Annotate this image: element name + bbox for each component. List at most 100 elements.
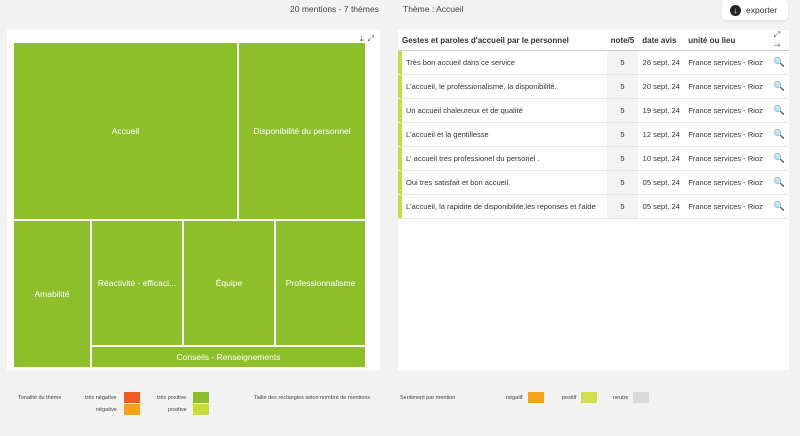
tile-label: Équipe: [215, 278, 243, 288]
unit-value: France services - Rioz: [684, 74, 770, 99]
magnifier-icon[interactable]: 🔍: [769, 122, 789, 147]
tile-conseils[interactable]: Conseils - Renseignements: [91, 346, 366, 368]
date-value: 19 sept. 24: [638, 98, 685, 123]
download-icon[interactable]: ⤓: [360, 34, 364, 43]
swatch-tres-negative: [124, 392, 140, 403]
mention-text: L'accueil, le professionalisme, la dispo…: [402, 74, 607, 99]
sentiment-bar: [398, 146, 402, 171]
tile-amabilite[interactable]: Amabilité: [13, 220, 91, 368]
unit-value: France services - Rioz: [684, 170, 770, 195]
mention-text: Oui tres satisfait et bon accueil.: [402, 170, 607, 195]
date-value: 05 sept. 24: [638, 170, 685, 195]
magnifier-icon[interactable]: 🔍: [769, 194, 789, 219]
note-value: 5: [606, 50, 639, 75]
table-header-row: Gestes et paroles d'accueil par le perso…: [398, 30, 789, 51]
sentiment-bar: [398, 194, 402, 219]
col-gestes[interactable]: Gestes et paroles d'accueil par le perso…: [398, 30, 607, 51]
date-value: 05 sept. 24: [638, 194, 685, 219]
unit-value: France services - Rioz: [684, 50, 770, 75]
swatch-neutre: [633, 392, 649, 403]
note-value: 5: [606, 146, 639, 171]
tile-label: Réactivité - efficaci...: [97, 278, 177, 288]
date-value: 10 sept. 24: [638, 146, 685, 171]
unit-value: France services - Rioz: [684, 194, 770, 219]
legend-taille-note: Taille des rectangles selon nombre de me…: [254, 395, 371, 401]
table-row[interactable]: Très bon accueil dans ce service 5 26 sept…: [398, 50, 789, 75]
legend-tres-negative: très négative: [85, 395, 117, 401]
note-value: 5: [606, 194, 639, 219]
tile-professionnalisme[interactable]: Professionnalisme: [275, 220, 366, 346]
note-value: 5: [606, 170, 639, 195]
treemap-tools: ⤓ ⤢: [360, 34, 374, 44]
swatch-negative: [124, 404, 140, 415]
unit-value: France services - Rioz: [684, 146, 770, 171]
top-bar: 20 mentions - 7 thèmes Thème : Accueil ↓…: [0, 0, 800, 22]
tile-equipe[interactable]: Équipe: [183, 220, 275, 346]
date-value: 20 sept. 24: [638, 74, 685, 99]
date-value: 26 sept. 24: [638, 50, 685, 75]
mentions-table: Gestes et paroles d'accueil par le perso…: [398, 30, 789, 219]
note-value: 5: [606, 98, 639, 123]
col-note[interactable]: note/5: [606, 30, 639, 51]
tile-accueil[interactable]: Accueil: [13, 42, 238, 220]
mention-text: L'accueil et la gentillesse: [402, 122, 607, 147]
tile-label: Conseils - Renseignements: [176, 352, 281, 362]
table-row[interactable]: Oui tres satisfait et bon accueil. 5 05 se…: [398, 170, 789, 195]
table-row[interactable]: L'accueil, la rapidite de disponibilite,…: [398, 194, 789, 219]
magnifier-icon[interactable]: 🔍: [769, 98, 789, 123]
table-row[interactable]: L'accueil, le professionalisme, la dispo…: [398, 74, 789, 99]
tile-disponibilite[interactable]: Disponibilité du personnel: [238, 42, 366, 220]
legend-tres-positive: très positive: [157, 395, 187, 401]
theme-label: Thème : Accueil: [403, 4, 464, 14]
legend-positif: positif: [562, 395, 577, 401]
note-value: 5: [606, 122, 639, 147]
note-value: 5: [606, 74, 639, 99]
sentiment-bar: [398, 170, 402, 195]
sentiment-bar: [398, 50, 402, 75]
magnifier-icon[interactable]: 🔍: [769, 170, 789, 195]
legend: Tonalité du thème très négative négative…: [0, 390, 800, 430]
legend-neutre: neutre: [613, 395, 629, 401]
swatch-tres-positive: [193, 392, 209, 403]
tile-label: Professionnalisme: [285, 278, 356, 288]
mention-text: L' accueil tres professionel du personel…: [402, 146, 607, 171]
treemap-panel: ⤓ ⤢ Accueil Disponibilité du personnel A…: [7, 30, 380, 370]
tile-reactivite[interactable]: Réactivité - efficaci...: [91, 220, 183, 346]
col-date[interactable]: date avis: [638, 30, 685, 51]
expand-icon[interactable]: ⤢: [773, 30, 781, 39]
sentiment-bar: [398, 74, 402, 99]
magnifier-icon[interactable]: 🔍: [769, 146, 789, 171]
swatch-negatif: [528, 392, 544, 403]
sentiment-bar: [398, 98, 402, 123]
tile-label: Amabilité: [34, 289, 70, 299]
mentions-summary: 20 mentions - 7 thèmes: [290, 4, 379, 14]
tile-label: Disponibilité du personnel: [253, 126, 351, 136]
download-icon: ↓: [730, 4, 741, 16]
mention-text: Un accueil chaleureux et de qualité: [402, 98, 607, 123]
export-label: exporter: [746, 5, 778, 15]
treemap: Accueil Disponibilité du personnel Amabi…: [13, 42, 366, 368]
swatch-positive: [193, 404, 209, 415]
unit-value: France services - Rioz: [684, 122, 770, 147]
date-value: 12 sept. 24: [638, 122, 685, 147]
export-icon[interactable]: ⇥: [773, 40, 781, 49]
mention-text: Très bon accueil dans ce service: [402, 50, 607, 75]
col-unite[interactable]: unité ou lieu: [684, 30, 770, 51]
unit-value: France services - Rioz: [684, 98, 770, 123]
legend-negative: négative: [96, 407, 117, 413]
mention-text: L'accueil, la rapidite de disponibilite,…: [402, 194, 607, 219]
table-tools: ⤢ ⇥: [769, 30, 789, 51]
legend-positive: positive: [168, 407, 187, 413]
expand-icon[interactable]: ⤢: [367, 34, 374, 43]
legend-tonalite-title: Tonalité du thème: [18, 395, 62, 401]
magnifier-icon[interactable]: 🔍: [769, 50, 789, 75]
tile-label: Accueil: [111, 126, 140, 136]
legend-sentiment-title: Sentiment par mention: [400, 395, 456, 401]
magnifier-icon[interactable]: 🔍: [769, 74, 789, 99]
table-row[interactable]: L' accueil tres professionel du personel…: [398, 146, 789, 171]
table-row[interactable]: Un accueil chaleureux et de qualité 5 19 s…: [398, 98, 789, 123]
table-row[interactable]: L'accueil et la gentillesse 5 12 sept. 24 F…: [398, 122, 789, 147]
export-button[interactable]: ↓ exporter: [722, 0, 788, 20]
mentions-table-panel: Gestes et paroles d'accueil par le perso…: [398, 30, 789, 370]
legend-negatif: négatif: [506, 395, 523, 401]
